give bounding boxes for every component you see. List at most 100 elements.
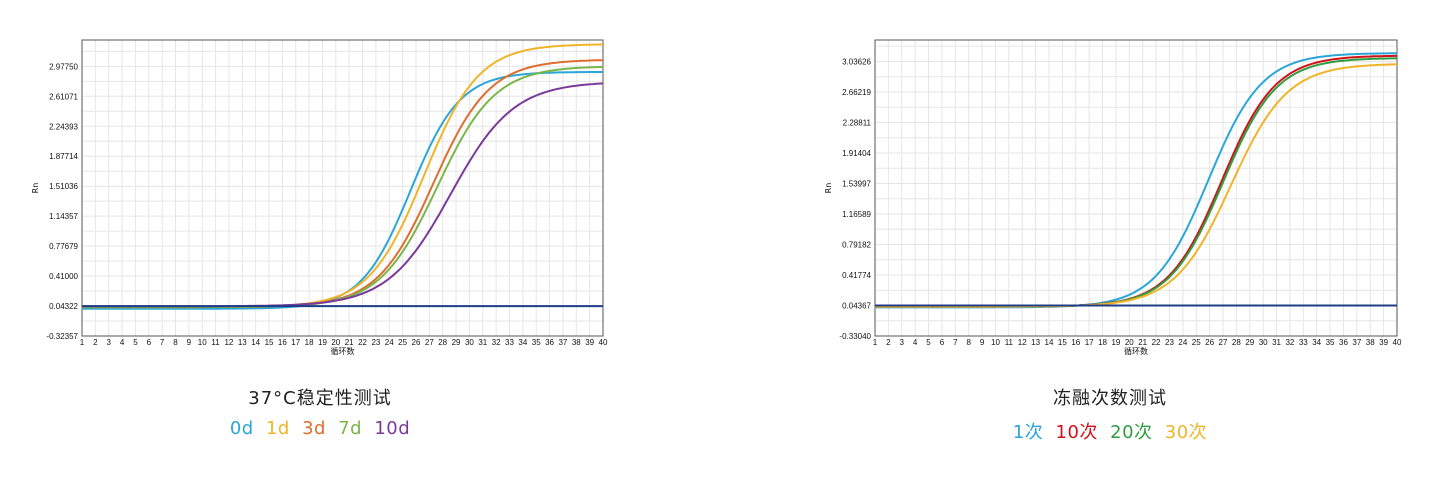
y-tick-label: -0.32357: [46, 332, 78, 341]
x-tick-label: 24: [1178, 338, 1187, 347]
y-axis-label: Rn: [31, 183, 40, 194]
y-tick-label: 1.87714: [49, 152, 78, 161]
series-line-0: [82, 71, 603, 310]
x-tick-label: 20: [331, 338, 340, 347]
x-tick-label: 15: [1058, 338, 1067, 347]
y-tick-label: 1.91404: [842, 149, 871, 158]
series-line-3: [82, 65, 604, 309]
x-tick-label: 32: [492, 338, 501, 347]
x-tick-label: 9: [187, 338, 192, 347]
x-tick-label: 18: [1098, 338, 1107, 347]
x-tick-label: 21: [1138, 338, 1147, 347]
y-tick-label: 1.53997: [842, 180, 871, 189]
x-tick-label: 10: [198, 338, 207, 347]
legend-item-30x: 30次: [1164, 422, 1208, 443]
x-tick-label: 37: [1352, 338, 1361, 347]
x-tick-label: 29: [452, 338, 461, 347]
x-tick-label: 26: [1205, 338, 1214, 347]
x-tick-label: 24: [385, 338, 394, 347]
x-axis-label: 循环数: [331, 346, 355, 356]
series-line-2: [82, 59, 604, 309]
x-tick-label: 3: [900, 338, 905, 347]
x-tick-label: 1: [873, 338, 878, 347]
x-tick-label: 16: [1071, 338, 1080, 347]
x-tick-label: 35: [1326, 338, 1335, 347]
x-tick-label: 13: [1031, 338, 1040, 347]
x-tick-label: 39: [585, 338, 594, 347]
series-line-4: [82, 82, 604, 308]
x-tick-label: 34: [518, 338, 527, 347]
series-line-0: [875, 52, 1397, 309]
x-tick-label: 19: [318, 338, 327, 347]
series-line-1: [875, 54, 1397, 308]
y-tick-label: 0.79182: [842, 241, 871, 250]
x-tick-label: 6: [147, 338, 152, 347]
x-tick-label: 7: [160, 338, 165, 347]
x-tick-label: 14: [251, 338, 260, 347]
legend-item-10d: 10d: [374, 418, 411, 439]
x-tick-label: 22: [358, 338, 367, 347]
x-tick-label: 36: [1339, 338, 1348, 347]
x-tick-label: 11: [1005, 338, 1014, 347]
x-tick-label: 40: [1393, 338, 1402, 347]
y-tick-label: -0.33040: [839, 332, 871, 341]
series-line-3: [875, 63, 1398, 308]
x-tick-label: 14: [1045, 338, 1054, 347]
x-tick-label: 30: [465, 338, 474, 347]
x-tick-label: 23: [1165, 338, 1174, 347]
x-tick-label: 2: [93, 338, 98, 347]
x-tick-label: 16: [278, 338, 287, 347]
x-tick-label: 4: [120, 338, 125, 347]
series-line-1: [82, 43, 603, 309]
x-tick-label: 33: [505, 338, 514, 347]
x-axis-label: 循环数: [1124, 346, 1148, 356]
legend-item-3d: 3d: [302, 418, 326, 439]
legend: 0d 1d 3d 7d 10d: [40, 418, 600, 439]
x-tick-label: 11: [211, 338, 220, 347]
chart-freeze-thaw: -0.33040 0.04367 0.41774 0.79182 1.16589 1.53…: [824, 39, 1402, 356]
y-tick-label: 1.51036: [49, 182, 78, 191]
x-tick-label: 30: [1259, 338, 1268, 347]
legend-item-1d: 1d: [265, 418, 290, 439]
x-tick-label: 17: [291, 338, 300, 347]
y-tick-label: 1.14357: [49, 212, 78, 221]
x-tick-label: 35: [532, 338, 541, 347]
x-tick-label: 27: [1219, 338, 1228, 347]
x-tick-label: 5: [926, 338, 931, 347]
plot-frame: [874, 39, 1398, 337]
x-tick-label: 31: [478, 338, 487, 347]
x-tick-label: 21: [345, 338, 354, 347]
chart-stability: -0.32357 0.04322 0.41000 0.77679 1.14357 1.51…: [31, 39, 608, 356]
x-tick-label: 25: [1192, 338, 1201, 347]
x-tick-label: 34: [1312, 338, 1321, 347]
x-tick-label: 40: [599, 338, 608, 347]
x-tick-label: 39: [1379, 338, 1388, 347]
x-tick-label: 2: [886, 338, 891, 347]
x-tick-label: 26: [412, 338, 421, 347]
y-tick-label: 2.66219: [842, 88, 871, 97]
x-tick-label: 28: [438, 338, 447, 347]
legend-item-10x: 10次: [1055, 422, 1098, 443]
x-tick-label: 12: [224, 338, 233, 347]
chart-title: 冻融次数测试: [1053, 388, 1167, 409]
series-line-2: [875, 57, 1398, 308]
x-tick-label: 6: [940, 338, 945, 347]
x-tick-label: 20: [1125, 338, 1134, 347]
x-tick-label: 9: [980, 338, 985, 347]
legend-item-7d: 7d: [338, 418, 363, 439]
x-tick-label: 23: [371, 338, 380, 347]
x-tick-label: 3: [106, 338, 111, 347]
x-tick-label: 29: [1245, 338, 1254, 347]
x-tick-label: 12: [1018, 338, 1027, 347]
x-tick-label: 38: [572, 338, 581, 347]
x-tick-label: 13: [238, 338, 247, 347]
chart-title: 37°C稳定性测试: [248, 388, 392, 409]
x-tick-label: 8: [173, 338, 178, 347]
x-tick-label: 17: [1085, 338, 1094, 347]
legend-item-0d: 0d: [229, 418, 254, 439]
y-tick-label: 0.04367: [842, 302, 871, 311]
x-tick-label: 31: [1272, 338, 1281, 347]
y-tick-label: 2.24393: [49, 122, 78, 131]
x-tick-label: 22: [1152, 338, 1161, 347]
